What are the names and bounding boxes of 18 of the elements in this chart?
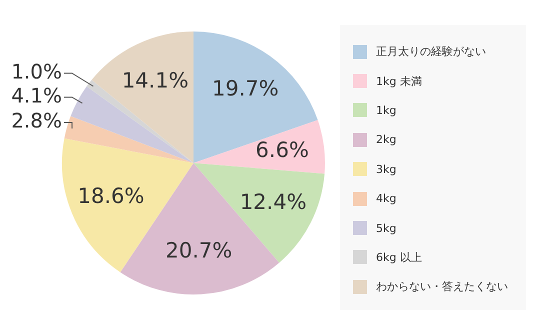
legend-label: 1kg 未満: [376, 74, 422, 89]
legend-label: 4kg: [376, 192, 396, 206]
data-label: 19.7%: [212, 76, 279, 101]
data-label: 1.0%: [11, 59, 62, 84]
data-label: 12.4%: [240, 190, 307, 214]
legend-label: 1kg: [376, 104, 396, 117]
legend-label: 6kg 以上: [376, 250, 422, 265]
data-label: 20.7%: [165, 238, 232, 263]
data-label: 14.1%: [122, 68, 189, 93]
legend-label: 5kg: [376, 222, 396, 235]
legend-label: 2kg: [376, 133, 396, 146]
data-label: 4.1%: [11, 83, 62, 108]
data-label: 18.6%: [78, 184, 144, 208]
legend-label: わからない・答えたくない: [376, 279, 508, 294]
data-label: 2.8%: [11, 108, 62, 133]
legend-label: 3kg: [376, 162, 396, 176]
data-label: 6.6%: [256, 138, 309, 162]
legend-label: 正月太りの経験がない: [376, 44, 486, 60]
